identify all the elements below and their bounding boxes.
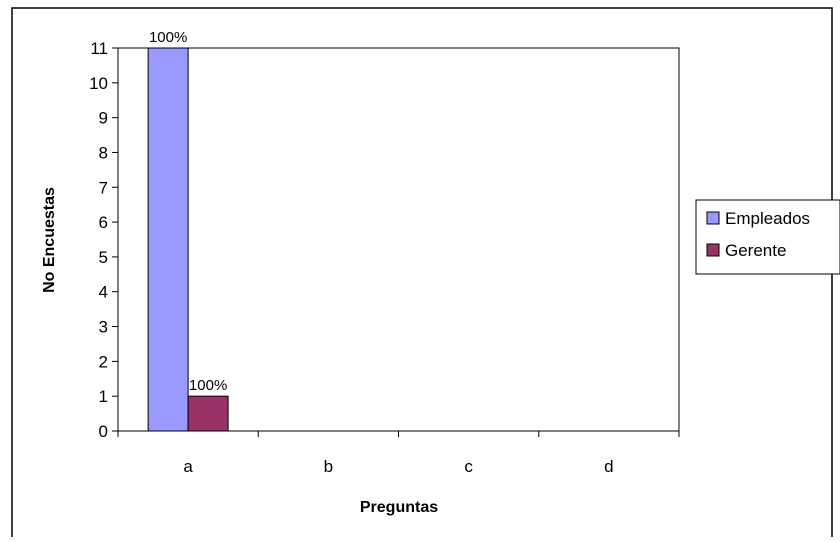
plot-area (117, 47, 680, 432)
x-axis: a b c d (117, 431, 680, 476)
y-tick-label: 4 (99, 283, 108, 302)
data-label: 100% (149, 29, 187, 46)
y-tick-label: 8 (99, 143, 108, 162)
data-label: 100% (189, 377, 227, 394)
legend: Empleados Gerente (695, 199, 840, 275)
bar-empleados-a (147, 47, 189, 432)
y-axis: 0 1 2 3 4 5 6 7 8 9 10 11 (89, 39, 118, 441)
y-tick-label: 6 (99, 213, 108, 232)
legend-swatch-empleados (706, 211, 720, 225)
x-axis-title: Preguntas (360, 499, 438, 516)
x-tick-label: d (604, 457, 613, 476)
y-tick-label: 5 (99, 248, 108, 267)
x-tick-label: b (324, 457, 333, 476)
y-tick-label: 1 (99, 387, 108, 406)
legend-label-empleados: Empleados (725, 209, 810, 228)
y-tick-label: 9 (99, 109, 108, 128)
legend-swatch-gerente (706, 243, 720, 257)
bar-gerente-a (187, 395, 229, 432)
bars-layer (147, 47, 229, 432)
y-tick-label: 7 (99, 178, 108, 197)
y-tick-label: 3 (99, 318, 108, 337)
y-tick-label: 10 (89, 74, 108, 93)
y-tick-label: 11 (90, 39, 108, 58)
y-tick-label: 0 (99, 422, 108, 441)
y-axis-title: No Encuestas (41, 187, 58, 293)
legend-label-gerente: Gerente (725, 241, 786, 260)
legend-items: Empleados Gerente (706, 209, 810, 260)
y-tick-label: 2 (99, 352, 108, 371)
x-tick-label: c (464, 457, 473, 476)
x-tick-label: a (183, 457, 193, 476)
legend-box (695, 199, 840, 275)
bar-labels-layer: 100% 100% (149, 29, 227, 394)
